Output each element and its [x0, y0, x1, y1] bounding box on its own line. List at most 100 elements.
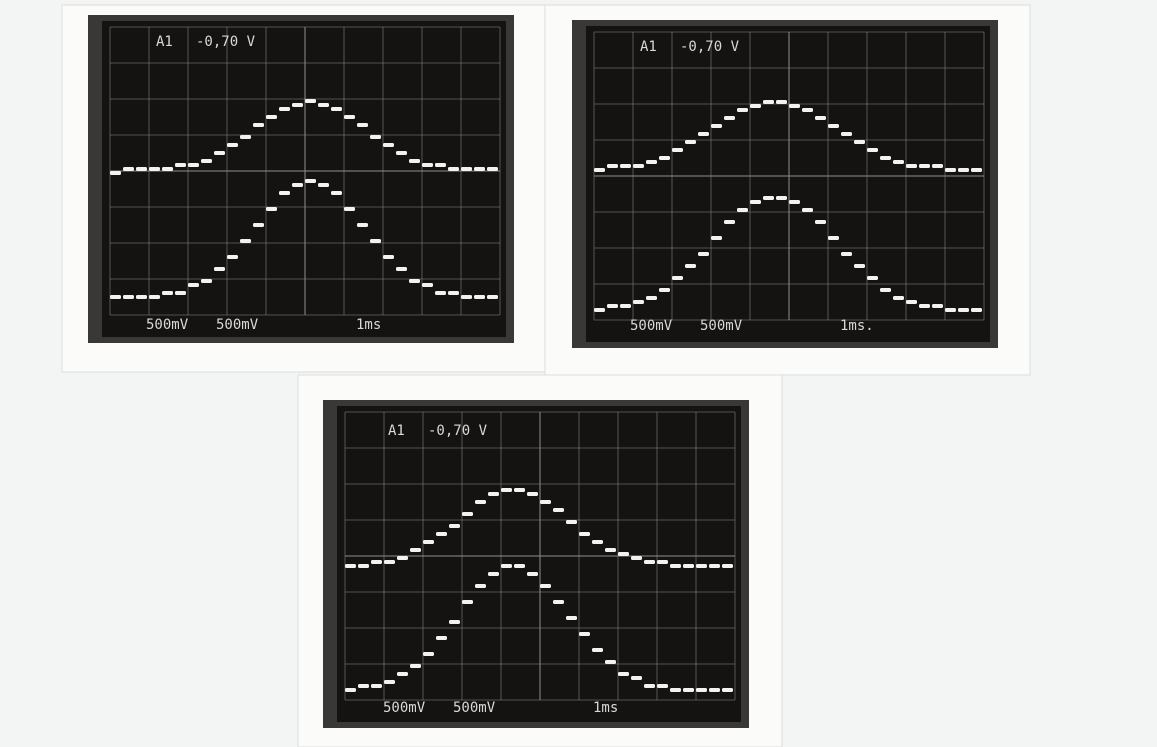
- trace-segment: [449, 524, 460, 528]
- trace-segment: [867, 276, 878, 280]
- trace-segment: [709, 688, 720, 692]
- trace-segment: [487, 167, 498, 171]
- trace-segment: [344, 207, 355, 211]
- trace-segment: [501, 488, 512, 492]
- trace-segment: [657, 684, 668, 688]
- trace-segment: [670, 688, 681, 692]
- trace-segment: [724, 220, 735, 224]
- trace-segment: [932, 304, 943, 308]
- trace-segment: [789, 104, 800, 108]
- offset: -0,70 V: [680, 39, 740, 55]
- trace-segment: [696, 564, 707, 568]
- trace-segment: [410, 548, 421, 552]
- trace-segment: [397, 556, 408, 560]
- channel: A1: [640, 39, 657, 55]
- trace-segment: [722, 688, 733, 692]
- trace-segment: [240, 239, 251, 243]
- trace-segment: [594, 168, 605, 172]
- trace-segment: [410, 664, 421, 668]
- trace-segment: [149, 167, 160, 171]
- trace-segment: [618, 552, 629, 556]
- trace-segment: [461, 295, 472, 299]
- trace-segment: [841, 252, 852, 256]
- timebase: 1ms: [356, 317, 381, 333]
- trace-segment: [435, 163, 446, 167]
- trace-segment: [958, 308, 969, 312]
- trace-segment: [201, 279, 212, 283]
- screen-display: [586, 26, 990, 342]
- trace-segment: [383, 255, 394, 259]
- trace-segment: [893, 160, 904, 164]
- trace-segment: [644, 560, 655, 564]
- trace-segment: [711, 236, 722, 240]
- trace-segment: [540, 584, 551, 588]
- trace-segment: [685, 140, 696, 144]
- trace-segment: [136, 295, 147, 299]
- trace-segment: [188, 283, 199, 287]
- trace-segment: [620, 164, 631, 168]
- trace-segment: [501, 564, 512, 568]
- trace-segment: [279, 191, 290, 195]
- trace-segment: [880, 288, 891, 292]
- trace-segment: [514, 564, 525, 568]
- trace-segment: [605, 548, 616, 552]
- trace-segment: [646, 296, 657, 300]
- trace-segment: [110, 295, 121, 299]
- trace-segment: [815, 116, 826, 120]
- trace-segment: [240, 135, 251, 139]
- trace-segment: [553, 600, 564, 604]
- trace-segment: [553, 508, 564, 512]
- trace-segment: [175, 163, 186, 167]
- trace-segment: [854, 140, 865, 144]
- trace-segment: [880, 156, 891, 160]
- trace-segment: [110, 171, 121, 175]
- trace-segment: [737, 108, 748, 112]
- trace-segment: [371, 560, 382, 564]
- trace-segment: [566, 520, 577, 524]
- trace-segment: [462, 512, 473, 516]
- trace-segment: [423, 540, 434, 544]
- trace-segment: [331, 191, 342, 195]
- ch1-scale: 500mV: [146, 317, 189, 333]
- trace-segment: [683, 688, 694, 692]
- trace-segment: [227, 143, 238, 147]
- trace-segment: [566, 616, 577, 620]
- trace-segment: [448, 291, 459, 295]
- trace-segment: [396, 151, 407, 155]
- trace-segment: [709, 564, 720, 568]
- trace-segment: [592, 540, 603, 544]
- trace-segment: [370, 239, 381, 243]
- trace-segment: [253, 123, 264, 127]
- trace-segment: [318, 183, 329, 187]
- trace-segment: [292, 103, 303, 107]
- trace-segment: [659, 288, 670, 292]
- trace-segment: [175, 291, 186, 295]
- trace-segment: [631, 676, 642, 680]
- trace-segment: [384, 560, 395, 564]
- timebase: 1ms: [593, 700, 618, 716]
- trace-segment: [436, 636, 447, 640]
- trace-segment: [802, 108, 813, 112]
- trace-segment: [789, 200, 800, 204]
- trace-segment: [633, 300, 644, 304]
- trace-segment: [462, 600, 473, 604]
- trace-segment: [932, 164, 943, 168]
- trace-segment: [384, 680, 395, 684]
- trace-segment: [397, 672, 408, 676]
- trace-segment: [475, 584, 486, 588]
- trace-segment: [162, 167, 173, 171]
- trace-segment: [592, 648, 603, 652]
- trace-segment: [815, 220, 826, 224]
- trace-segment: [841, 132, 852, 136]
- trace-segment: [136, 167, 147, 171]
- trace-segment: [631, 556, 642, 560]
- trace-segment: [162, 291, 173, 295]
- trace-segment: [266, 207, 277, 211]
- trace-segment: [279, 107, 290, 111]
- trace-segment: [620, 304, 631, 308]
- trace-segment: [958, 168, 969, 172]
- trace-segment: [474, 295, 485, 299]
- trace-segment: [828, 236, 839, 240]
